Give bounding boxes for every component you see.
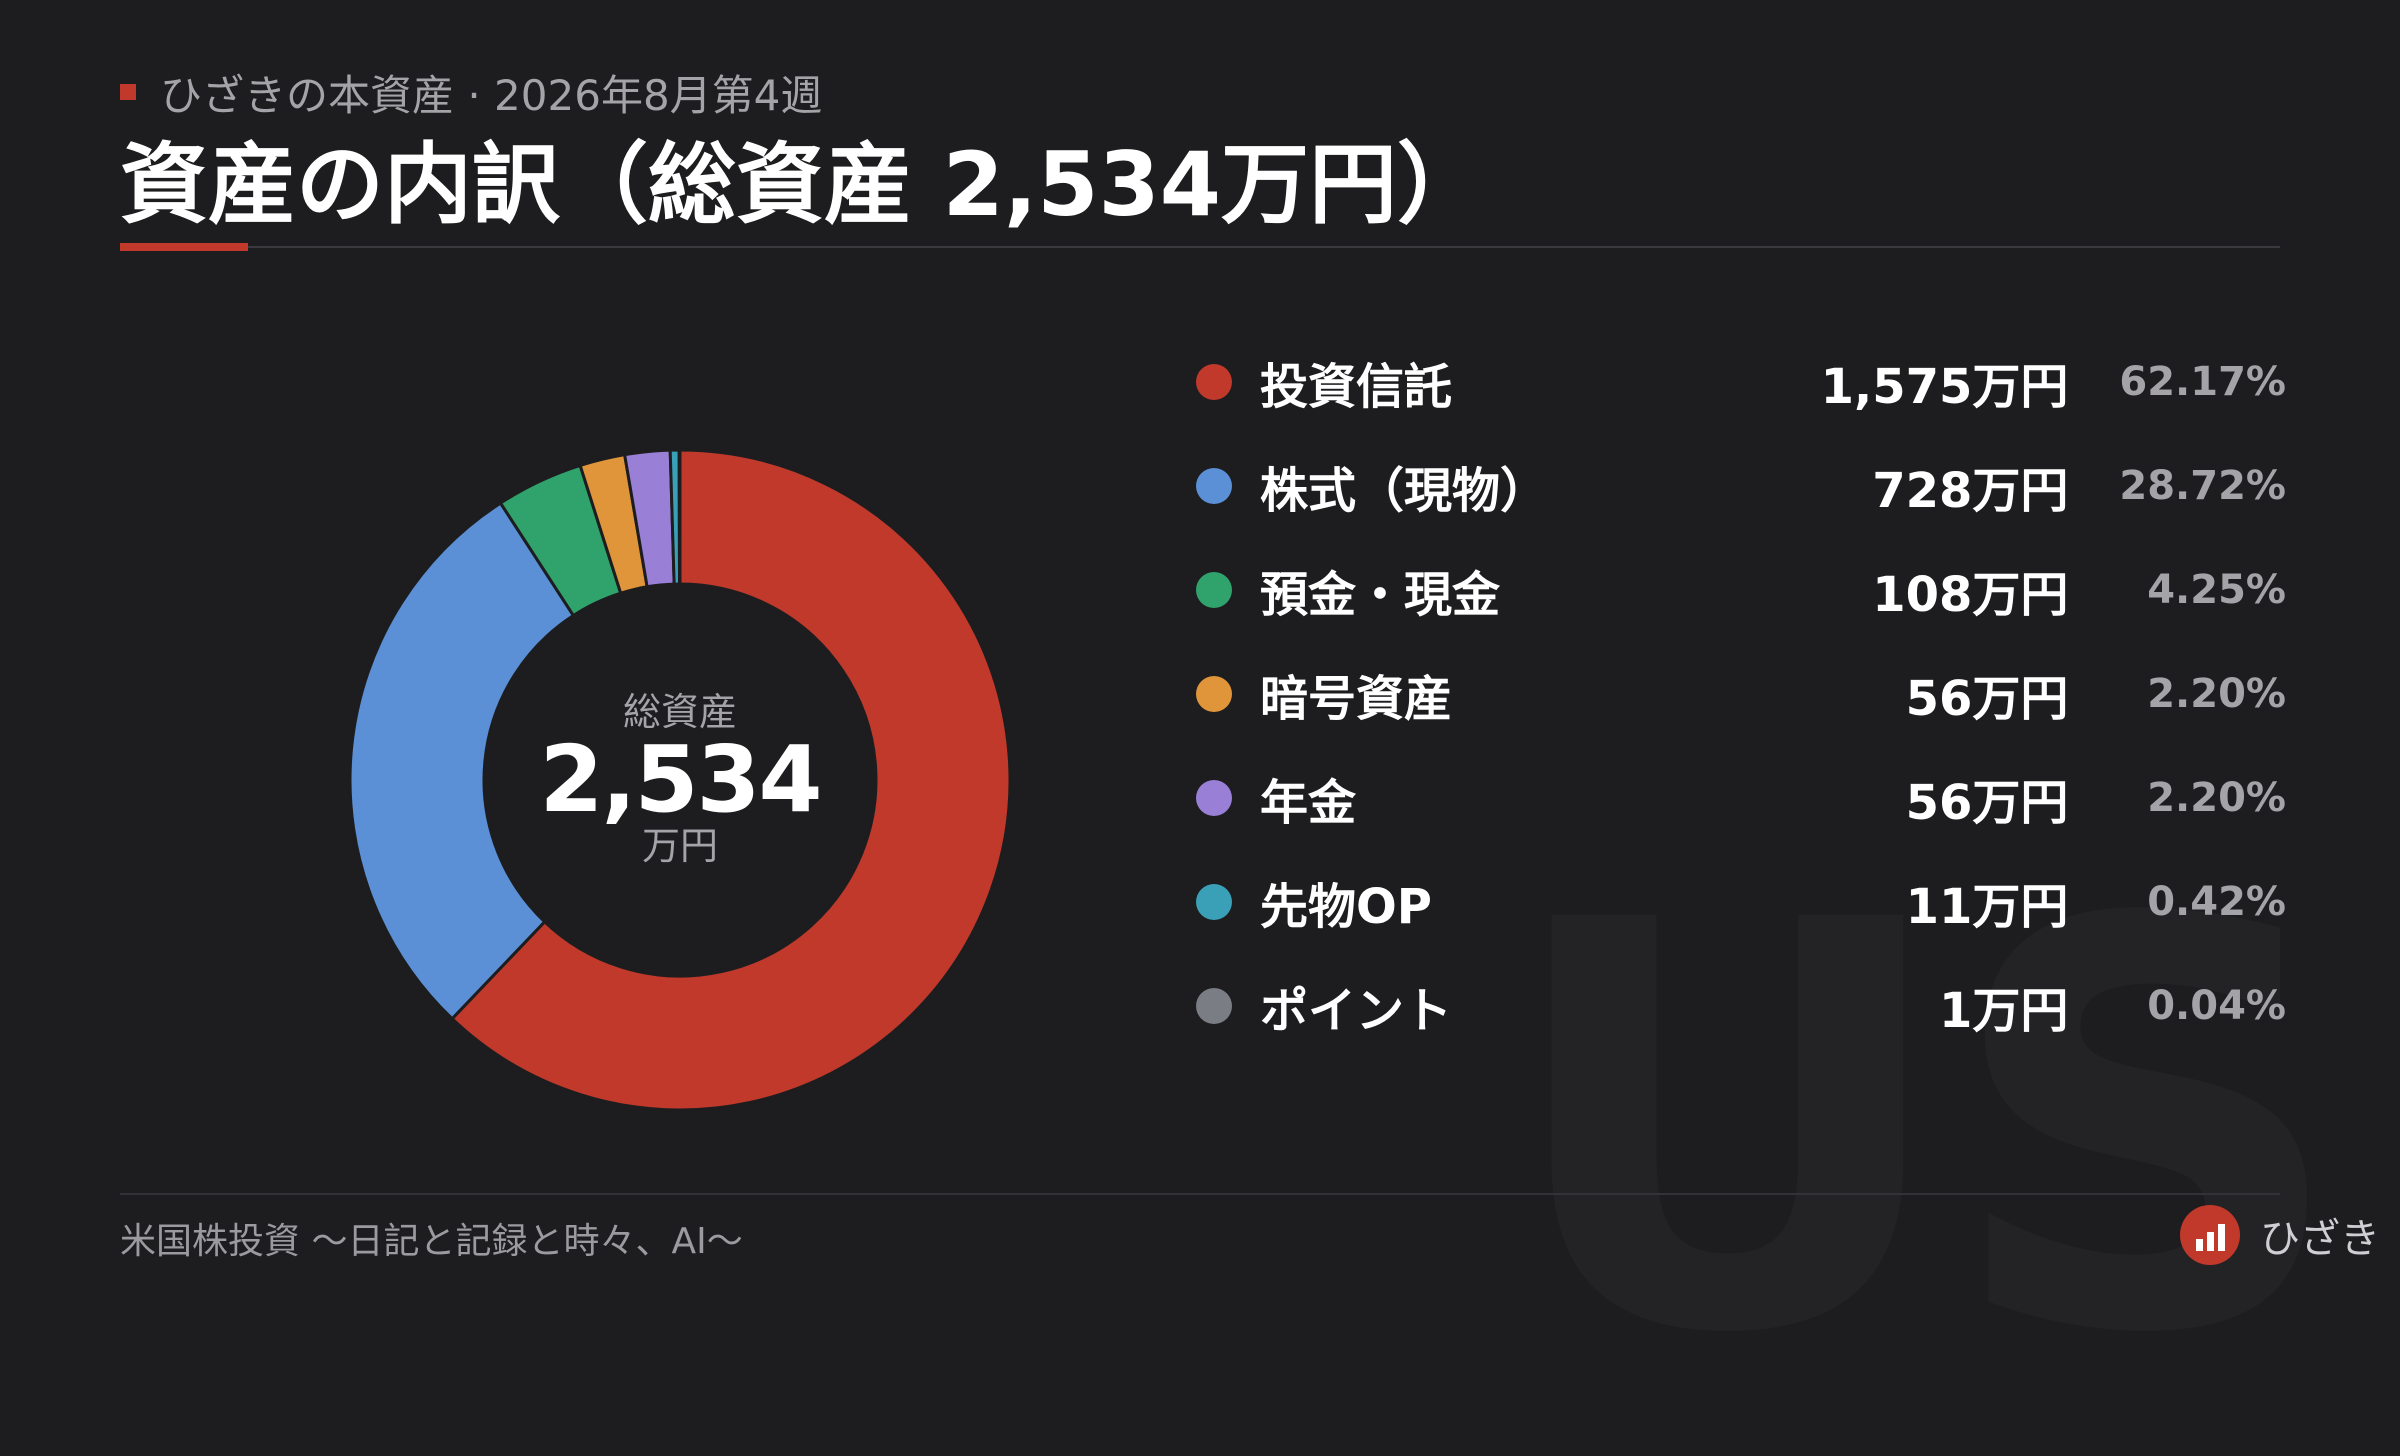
bullet-square-icon xyxy=(120,84,136,100)
legend-value: 728万円 xyxy=(1872,463,2069,519)
donut-chart: 総資産 2,534 万円 xyxy=(320,420,1040,1140)
legend-value: 56万円 xyxy=(1905,671,2069,727)
legend-row: 投資信託 1,575万円 62.17% xyxy=(1196,330,2286,434)
legend-value: 108万円 xyxy=(1872,567,2069,623)
legend-label: 投資信託 xyxy=(1260,359,1453,415)
legend-label: 預金・現金 xyxy=(1260,567,1501,623)
legend-dot-icon xyxy=(1196,884,1232,920)
center-unit: 万円 xyxy=(641,824,718,868)
legend-value: 1万円 xyxy=(1939,983,2069,1039)
legend-row: 預金・現金 108万円 4.25% xyxy=(1196,538,2286,642)
donut-slice-6 xyxy=(677,448,682,586)
subtitle: ひざきの本資産 · 2026年8月第4週 xyxy=(120,62,2280,122)
footer-divider xyxy=(120,1193,2280,1195)
legend-row: 先物OP 11万円 0.42% xyxy=(1196,850,2286,954)
header: ひざきの本資産 · 2026年8月第4週 資産の内訳（総資産 2,534万円） xyxy=(120,62,2280,251)
legend-value: 11万円 xyxy=(1905,879,2069,935)
legend-row: 株式（現物） 728万円 28.72% xyxy=(1196,434,2286,538)
legend-dot-icon xyxy=(1196,988,1232,1024)
legend-dot-icon xyxy=(1196,468,1232,504)
legend-row: 暗号資産 56万円 2.20% xyxy=(1196,642,2286,746)
title-divider xyxy=(120,246,2280,248)
footer-text: 米国株投資 〜日記と記録と時々、AI〜 xyxy=(120,1221,743,1262)
bar-chart-logo-svg xyxy=(2196,1224,2225,1251)
brand-name: ひざき xyxy=(2260,1216,2380,1262)
center-label: 総資産 xyxy=(622,690,737,735)
legend-dot-icon xyxy=(1196,780,1232,816)
legend-label: 暗号資産 xyxy=(1260,671,1453,727)
watermark-text: US xyxy=(1500,804,2348,1456)
legend-label: 先物OP xyxy=(1260,879,1432,935)
legend-label: 年金 xyxy=(1260,775,1357,831)
donut-slice-0 xyxy=(450,448,1012,1112)
legend-percent: 4.25% xyxy=(2147,567,2286,613)
legend-dot-icon xyxy=(1196,364,1232,400)
legend-label: 株式（現物） xyxy=(1260,463,1549,519)
legend-row: 年金 56万円 2.20% xyxy=(1196,746,2286,850)
bar-chart-logo-icon xyxy=(2180,1205,2240,1265)
center-value: 2,534 xyxy=(539,726,822,833)
legend-percent: 62.17% xyxy=(2119,359,2286,405)
legend-dot-icon xyxy=(1196,676,1232,712)
legend-value: 56万円 xyxy=(1905,775,2069,831)
page-title: 資産の内訳（総資産 2,534万円） xyxy=(120,133,1485,236)
donut-svg xyxy=(348,448,1012,1112)
legend-label: ポイント xyxy=(1260,983,1453,1039)
legend-percent: 0.04% xyxy=(2147,983,2286,1029)
legend-value: 1,575万円 xyxy=(1820,359,2069,415)
legend-percent: 28.72% xyxy=(2119,463,2286,509)
subtitle-text: ひざきの本資産 · 2026年8月第4週 xyxy=(160,70,823,120)
donut-slice-1 xyxy=(348,500,576,1021)
legend-percent: 2.20% xyxy=(2147,775,2286,821)
legend-percent: 2.20% xyxy=(2147,671,2286,717)
legend: 投資信託 1,575万円 62.17% 株式（現物） 728万円 28.72% 預金・現金 1… xyxy=(1196,330,2286,1058)
title-accent-bar xyxy=(120,243,248,251)
legend-percent: 0.42% xyxy=(2147,879,2286,925)
brand: ひざき xyxy=(2180,1205,2380,1265)
legend-dot-icon xyxy=(1196,572,1232,608)
donut-center: 総資産 2,534 万円 xyxy=(320,420,1040,1140)
legend-row: ポイント 1万円 0.04% xyxy=(1196,954,2286,1058)
